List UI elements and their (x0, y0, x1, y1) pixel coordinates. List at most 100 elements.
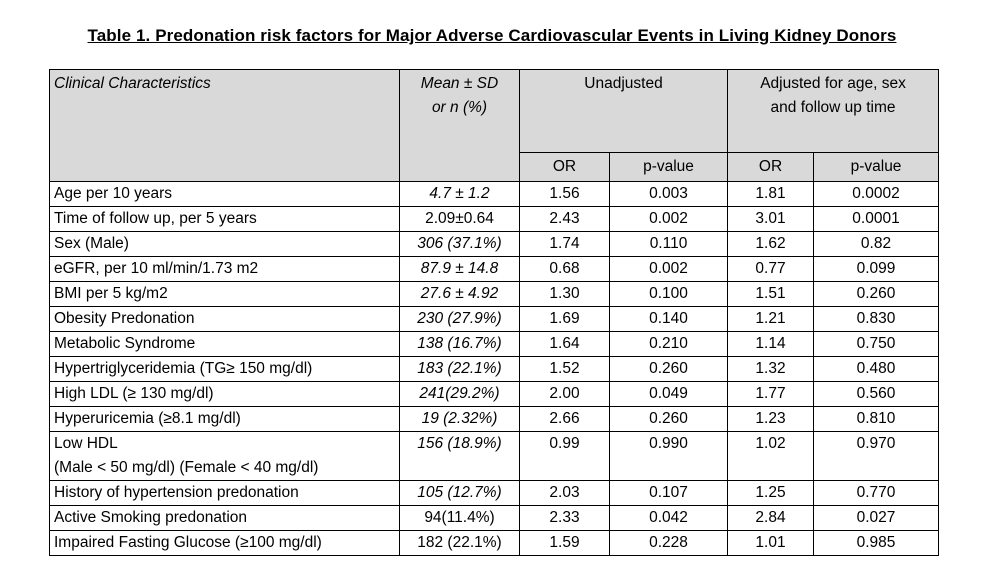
row-mean: 27.6 ± 4.92 (399, 281, 520, 307)
row-label: Hyperuricemia (≥8.1 mg/dl) (49, 406, 400, 432)
row-pvalue-unadjusted: 0.042 (608, 505, 729, 531)
table-row: Hyperuricemia (≥8.1 mg/dl) 19 (2.32%) 2.66… (49, 406, 940, 432)
row-mean: 2.09±0.64 (399, 206, 520, 232)
table-row: High LDL (≥ 130 mg/dl) 241(29.2%) 2.00 0.04… (49, 381, 940, 407)
header-mean-line1: Mean ± SD (420, 75, 499, 92)
row-or-unadjusted: 1.56 (519, 181, 610, 207)
row-or-adjusted: 1.32 (727, 356, 815, 382)
row-pvalue-adjusted: 0.830 (813, 306, 940, 332)
row-or-adjusted: 1.77 (727, 381, 815, 407)
row-or-unadjusted: 1.74 (519, 231, 610, 257)
row-mean: 182 (22.1%) (399, 530, 520, 556)
table-row: Metabolic Syndrome 138 (16.7%) 1.64 0.210 1.… (49, 331, 940, 357)
row-label: Active Smoking predonation (49, 505, 400, 531)
row-pvalue-adjusted: 0.260 (813, 281, 940, 307)
row-or-adjusted: 1.25 (727, 480, 815, 506)
row-pvalue-adjusted: 0.099 (813, 256, 940, 282)
row-mean: 138 (16.7%) (399, 331, 520, 357)
row-or-unadjusted: 1.69 (519, 306, 610, 332)
row-mean: 230 (27.9%) (399, 306, 520, 332)
row-pvalue-adjusted: 0.480 (813, 356, 940, 382)
row-label: History of hypertension predonation (49, 480, 400, 506)
row-or-unadjusted: 1.59 (519, 530, 610, 556)
row-or-unadjusted: 1.52 (519, 356, 610, 382)
header-or-adjusted: OR (727, 152, 815, 182)
row-pvalue-adjusted: 0.750 (813, 331, 940, 357)
row-mean: 306 (37.1%) (399, 231, 520, 257)
row-or-adjusted: 1.02 (727, 431, 815, 481)
row-pvalue-unadjusted: 0.140 (608, 306, 729, 332)
row-label-line2: (Male < 50 mg/dl) (Female < 40 mg/dl) (54, 459, 319, 476)
row-mean: 4.7 ± 1.2 (399, 181, 520, 207)
row-or-adjusted: 3.01 (727, 206, 815, 232)
row-label-line1: Low HDL (54, 435, 118, 452)
header-clinical-characteristics: Clinical Characteristics (49, 69, 400, 182)
row-mean: 19 (2.32%) (399, 406, 520, 432)
row-mean: 87.9 ± 14.8 (399, 256, 520, 282)
row-label: Hypertriglyceridemia (TG≥ 150 mg/dl) (49, 356, 400, 382)
header-pvalue-adjusted: p-value (813, 152, 940, 182)
row-pvalue-unadjusted: 0.110 (608, 231, 729, 257)
row-or-unadjusted: 1.30 (519, 281, 610, 307)
row-pvalue-unadjusted: 0.002 (608, 256, 729, 282)
row-pvalue-unadjusted: 0.107 (608, 480, 729, 506)
row-or-adjusted: 1.81 (727, 181, 815, 207)
header-row-main: Clinical Characteristics Mean ± SD or n … (49, 69, 940, 182)
row-or-unadjusted: 1.64 (519, 331, 610, 357)
header-or-unadjusted: OR (519, 152, 610, 182)
row-mean: 94(11.4%) (399, 505, 520, 531)
table-row: Sex (Male) 306 (37.1%) 1.74 0.110 1.62 0.82 (49, 231, 940, 257)
row-or-unadjusted: 2.33 (519, 505, 610, 531)
table-row: Obesity Predonation 230 (27.9%) 1.69 0.140 1… (49, 306, 940, 332)
header-row-sub: OR p-value OR p-value (50, 152, 940, 182)
row-pvalue-adjusted: 0.770 (813, 480, 940, 506)
table-row: eGFR, per 10 ml/min/1.73 m2 87.9 ± 14.8 0.… (49, 256, 940, 282)
row-mean: 183 (22.1%) (399, 356, 520, 382)
header-mean-sd: Mean ± SD or n (%) (399, 69, 520, 182)
header-mean-line2: or n (%) (431, 99, 488, 116)
row-mean: 105 (12.7%) (399, 480, 520, 506)
row-pvalue-unadjusted: 0.260 (608, 406, 729, 432)
header-pvalue-unadjusted: p-value (608, 152, 729, 182)
row-or-adjusted: 2.84 (727, 505, 815, 531)
risk-factor-table: Clinical Characteristics Mean ± SD or n … (49, 69, 940, 556)
row-label: Time of follow up, per 5 years (49, 206, 400, 232)
row-or-unadjusted: 2.43 (519, 206, 610, 232)
table-row: Low HDL (Male < 50 mg/dl) (Female < 40 mg… (49, 431, 940, 481)
row-pvalue-unadjusted: 0.228 (608, 530, 729, 556)
row-pvalue-adjusted: 0.560 (813, 381, 940, 407)
row-label: eGFR, per 10 ml/min/1.73 m2 (49, 256, 400, 282)
row-label: Age per 10 years (49, 181, 400, 207)
row-mean: 156 (18.9%) (399, 431, 520, 481)
row-or-adjusted: 1.21 (727, 306, 815, 332)
header-unadjusted: Unadjusted (518, 69, 729, 153)
row-or-adjusted: 1.23 (727, 406, 815, 432)
row-pvalue-adjusted: 0.0002 (813, 181, 940, 207)
table-row: Age per 10 years 4.7 ± 1.2 1.56 0.003 1.81 0.… (49, 181, 940, 207)
row-mean: 241(29.2%) (399, 381, 520, 407)
row-or-adjusted: 0.77 (727, 256, 815, 282)
row-label: Impaired Fasting Glucose (≥100 mg/dl) (49, 530, 400, 556)
row-label: Metabolic Syndrome (49, 331, 400, 357)
table-row: Hypertriglyceridemia (TG≥ 150 mg/dl) 183 … (49, 356, 940, 382)
row-or-unadjusted: 2.00 (519, 381, 610, 407)
row-pvalue-unadjusted: 0.990 (608, 431, 729, 481)
row-or-adjusted: 1.14 (727, 331, 815, 357)
row-pvalue-adjusted: 0.82 (813, 231, 940, 257)
table-title: Table 1. Predonation risk factors for Ma… (87, 26, 897, 45)
table-row: BMI per 5 kg/m2 27.6 ± 4.92 1.30 0.100 1.51 0… (49, 281, 940, 307)
header-adjusted-line2: and follow up time (770, 99, 896, 116)
row-pvalue-unadjusted: 0.100 (608, 281, 729, 307)
row-label: Sex (Male) (49, 231, 400, 257)
row-pvalue-adjusted: 0.970 (813, 431, 940, 481)
row-label: Low HDL (Male < 50 mg/dl) (Female < 40 mg… (49, 431, 400, 481)
row-label: Obesity Predonation (49, 306, 400, 332)
table-row: Impaired Fasting Glucose (≥100 mg/dl) 182… (49, 530, 940, 556)
table-row: Time of follow up, per 5 years 2.09±0.64 2… (49, 206, 940, 232)
row-or-unadjusted: 2.03 (519, 480, 610, 506)
header-adjusted: Adjusted for age, sex and follow up time (727, 69, 940, 153)
row-pvalue-unadjusted: 0.210 (608, 331, 729, 357)
row-pvalue-adjusted: 0.0001 (813, 206, 940, 232)
row-or-adjusted: 1.01 (727, 530, 815, 556)
row-pvalue-unadjusted: 0.049 (608, 381, 729, 407)
